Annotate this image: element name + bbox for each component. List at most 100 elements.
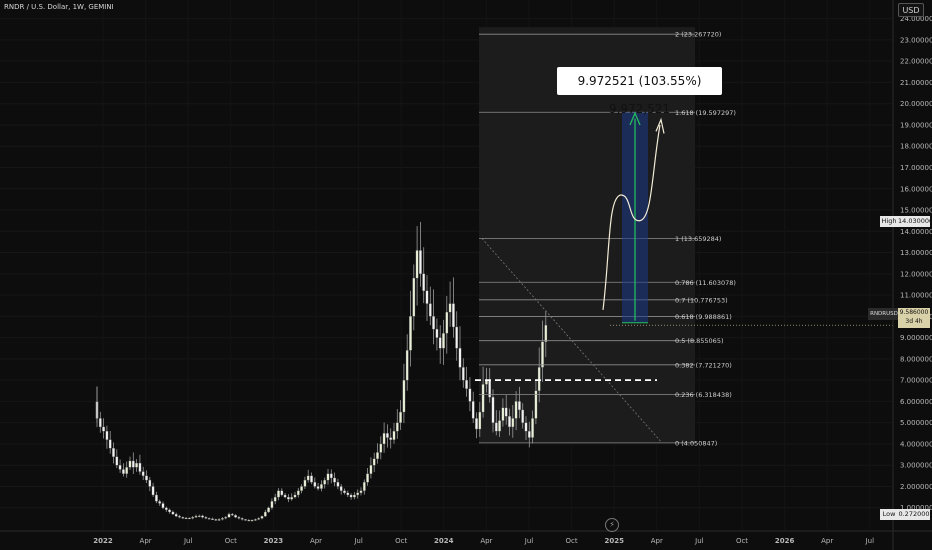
candle-body <box>300 486 303 491</box>
candle-body <box>320 484 323 489</box>
candle-body <box>221 518 224 520</box>
candle-body <box>329 473 333 479</box>
candle-body <box>217 519 221 521</box>
candle-body <box>313 482 317 487</box>
projection-curve <box>602 124 661 311</box>
candle-body <box>336 482 340 487</box>
candle-body <box>534 390 538 419</box>
candle-body <box>376 452 379 459</box>
x-tick-label: Jul <box>183 537 193 545</box>
candle-body <box>191 517 195 519</box>
candle-body <box>306 475 310 481</box>
price-axis[interactable]: 1.000000 2.000000 3.000000 4.000000 5.000000… <box>892 0 932 550</box>
candle-body <box>369 465 373 474</box>
candle-body <box>452 303 455 328</box>
candle-body <box>392 431 396 440</box>
candle-body <box>131 460 135 468</box>
candle-body <box>145 475 148 481</box>
candle-body <box>339 486 343 491</box>
candle-body <box>415 250 419 279</box>
candle-body <box>174 513 178 517</box>
x-tick-label: Apr <box>651 537 663 545</box>
time-axis[interactable]: 2022 Apr Jul Oct 2023 Apr Jul Oct 2024 Apr Jul Oct 2… <box>0 530 932 545</box>
y-tick-label: 3.000000 <box>900 462 932 470</box>
x-tick-label: Oct <box>736 537 748 545</box>
candle-body <box>234 515 237 518</box>
candle-body <box>122 469 125 474</box>
y-tick-label: 23.000000 <box>900 36 932 44</box>
candle-body <box>382 433 386 445</box>
candle-body <box>207 518 211 520</box>
candle-body <box>112 448 115 457</box>
candle-body <box>478 411 482 430</box>
candle-body <box>263 511 267 517</box>
candle-body <box>211 518 214 520</box>
x-tick-label: Jul <box>353 537 363 545</box>
candle-body <box>501 407 505 421</box>
candle-body <box>442 333 445 349</box>
fib-label: 0.786 (11.603078) <box>675 279 736 287</box>
currency-button[interactable]: USD <box>898 3 924 17</box>
candle-body <box>481 384 485 413</box>
candle-body <box>425 290 429 304</box>
candle-body <box>184 517 188 520</box>
candle-body <box>181 517 185 519</box>
candle-body <box>537 367 541 391</box>
candle-body <box>178 516 181 518</box>
candle-body <box>435 328 439 338</box>
candle-body <box>524 422 528 432</box>
candle-body <box>158 501 162 504</box>
projection-drawing[interactable] <box>602 111 893 326</box>
candle-body <box>237 517 241 519</box>
lightning-icon[interactable]: ⚡ <box>605 518 619 532</box>
fib-label: 0.236 (6.318438) <box>675 391 732 399</box>
candle-body <box>419 250 422 274</box>
candle-body <box>125 467 129 474</box>
x-tick-label: 2023 <box>264 537 284 545</box>
candle-body <box>164 507 168 511</box>
measure-label: 9.972521 (103.55%) 9,972,521 <box>557 67 722 116</box>
x-tick-label: 2026 <box>775 537 795 545</box>
candle-body <box>108 439 112 449</box>
x-tick-label: Oct <box>395 537 407 545</box>
candle-body <box>141 471 145 476</box>
candle-body <box>353 494 356 498</box>
y-tick-label: 11.000000 <box>900 292 932 300</box>
chart-grid <box>0 0 893 531</box>
candle-body <box>405 350 409 381</box>
ticker-tag: RNDRUSD <box>868 308 900 320</box>
candle-body <box>201 515 204 518</box>
y-tick-label: 18.000000 <box>900 143 932 151</box>
high-label: High <box>880 216 898 227</box>
candle-body <box>356 492 360 496</box>
x-tick-label: Oct <box>225 537 237 545</box>
candle-body <box>475 418 478 430</box>
candle-body <box>362 482 366 491</box>
candle-body <box>343 490 346 493</box>
fib-label: 0.5 (8.855065) <box>675 337 724 345</box>
y-tick-label: 7.000000 <box>900 377 932 385</box>
fib-retracement[interactable]: 2 (23.267720) 1.618 (19.597297) 1 (13.6592… <box>475 31 736 448</box>
candle-body <box>359 490 363 493</box>
candle-body <box>333 477 336 483</box>
candle-body <box>128 460 132 468</box>
candle-body <box>135 462 138 468</box>
candle-body <box>346 492 350 496</box>
y-tick-label: 17.000000 <box>900 164 932 172</box>
candle-body <box>138 462 142 472</box>
candle-body <box>326 473 330 481</box>
candle-body <box>531 418 534 438</box>
candle-body <box>508 416 511 428</box>
fib-background <box>479 27 695 443</box>
candle-body <box>445 311 449 334</box>
candle-body <box>280 490 284 496</box>
candle-body <box>98 418 102 428</box>
candle-body <box>465 379 468 389</box>
fib-label: 0 (4.050847) <box>675 439 717 447</box>
projection-arrow-head <box>655 117 665 134</box>
y-tick-label: 22.000000 <box>900 58 932 66</box>
fib-label: 1 (13.659284) <box>675 235 721 243</box>
candle-body <box>323 479 327 485</box>
y-tick-label: 13.000000 <box>900 249 932 257</box>
